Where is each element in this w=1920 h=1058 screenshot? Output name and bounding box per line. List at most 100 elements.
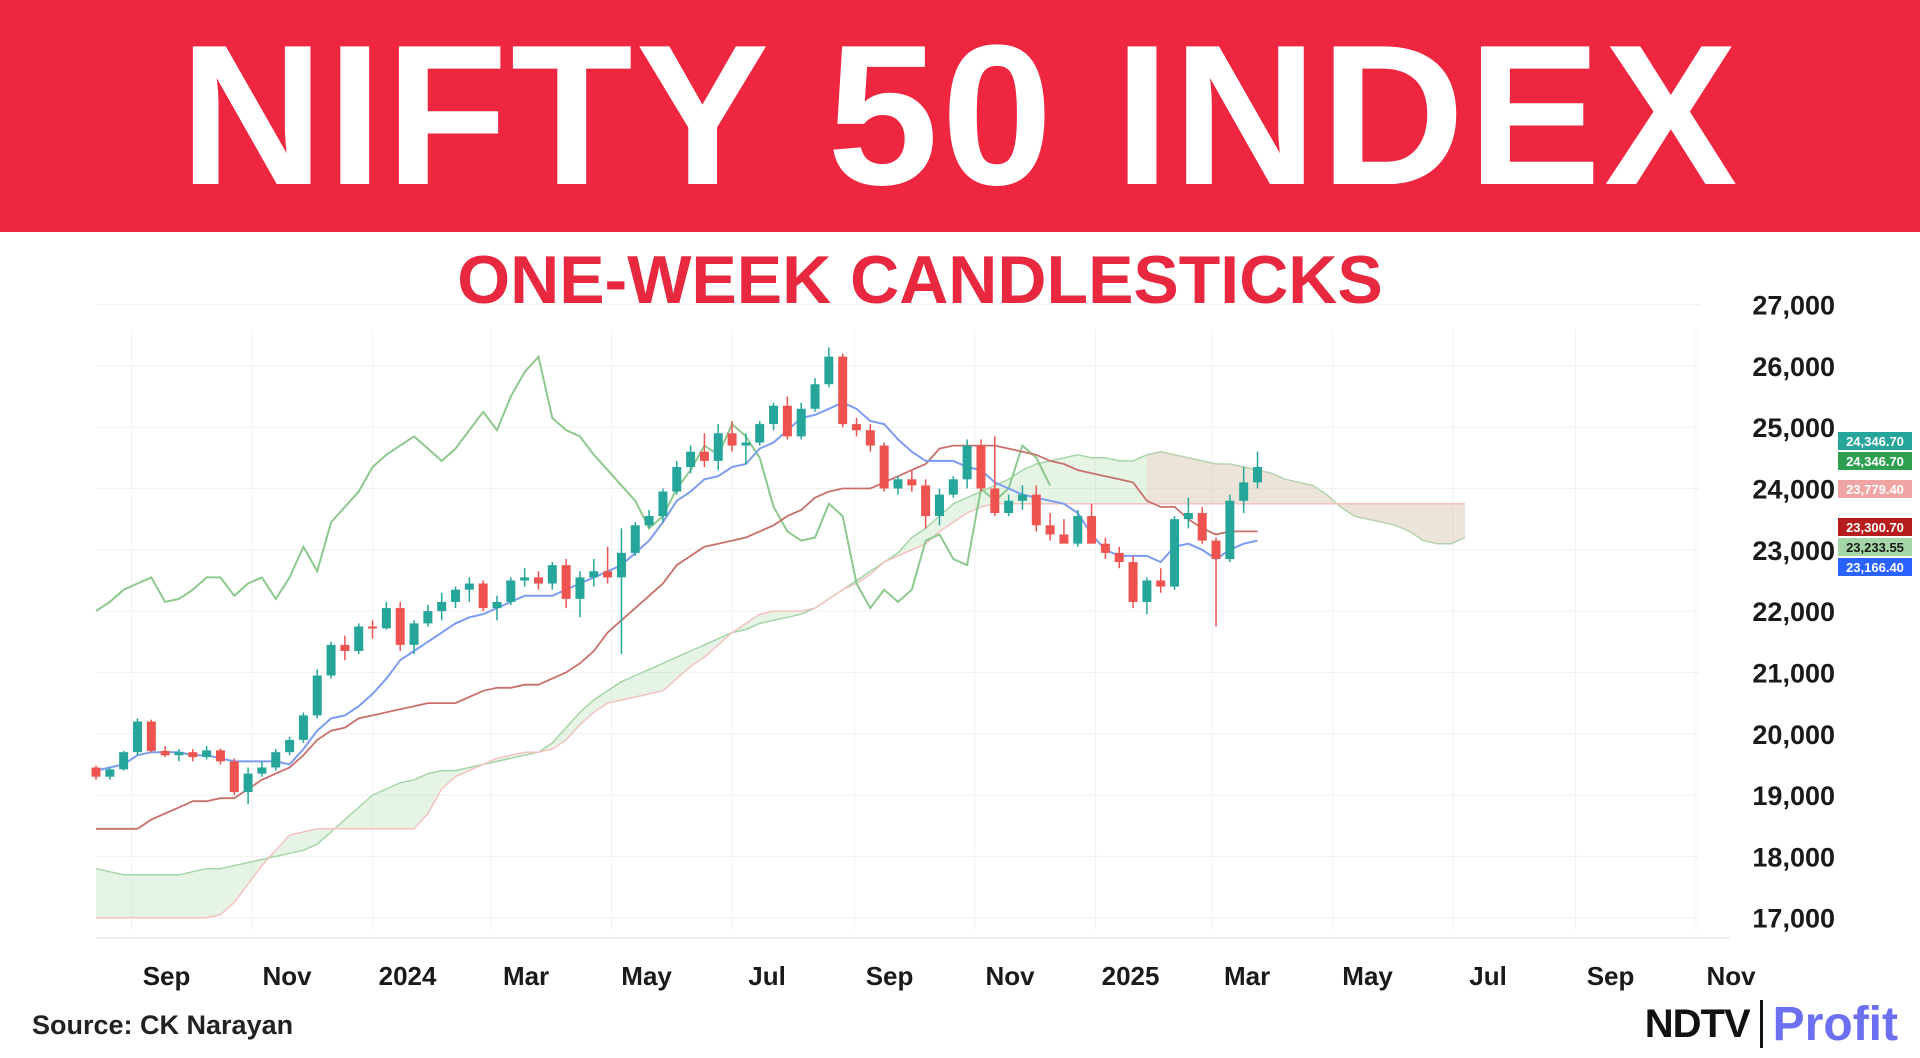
- candle-body: [630, 525, 640, 553]
- chart-subtitle: ONE-WEEK CANDLESTICKS: [457, 242, 1383, 318]
- candle-body: [257, 767, 267, 774]
- candle-body: [354, 626, 364, 651]
- candle: [243, 767, 253, 805]
- y-tick-label: 23,000: [1752, 536, 1835, 566]
- candle-body: [575, 577, 585, 599]
- candle: [1017, 485, 1027, 510]
- candle: [395, 601, 405, 651]
- candle: [1183, 497, 1193, 529]
- y-tick-label: 17,000: [1752, 904, 1835, 934]
- candle: [852, 417, 862, 437]
- price-tag-box: [1838, 538, 1912, 556]
- candle-body: [1197, 513, 1207, 541]
- x-tick-label: Jul: [748, 961, 786, 991]
- candle-body: [409, 623, 419, 645]
- candle: [229, 758, 239, 796]
- candle: [91, 765, 101, 780]
- candle-body: [1183, 513, 1193, 520]
- title-banner: [0, 0, 1920, 232]
- candle: [492, 595, 502, 621]
- candle-body: [105, 769, 115, 777]
- candle-body: [395, 608, 405, 645]
- candle: [464, 577, 474, 602]
- candle-body: [934, 494, 944, 517]
- candle-body: [699, 451, 709, 461]
- candle-body: [1170, 519, 1180, 587]
- candle: [368, 620, 378, 639]
- candle-body: [1253, 467, 1263, 483]
- candle: [824, 347, 834, 388]
- candle: [713, 424, 723, 471]
- candle: [1211, 537, 1221, 627]
- candle: [838, 353, 848, 428]
- candle-body: [796, 408, 806, 437]
- candle-body: [1211, 540, 1221, 560]
- candle-body: [976, 445, 986, 489]
- y-tick-label: 22,000: [1752, 597, 1835, 627]
- y-tick-label: 20,000: [1752, 720, 1835, 750]
- candle: [934, 488, 944, 526]
- candle-body: [962, 445, 972, 480]
- candle-body: [948, 479, 958, 495]
- price-tag-box: [1838, 558, 1912, 576]
- candle-body: [727, 433, 737, 446]
- candle-body: [616, 552, 626, 578]
- candle-body: [990, 488, 1000, 514]
- candle: [506, 577, 516, 605]
- candle: [796, 402, 806, 440]
- candle-body: [1225, 500, 1235, 560]
- candle: [451, 586, 461, 609]
- candle: [271, 749, 281, 771]
- candle: [1100, 537, 1110, 560]
- y-tick-label: 25,000: [1752, 413, 1835, 443]
- candle-body: [381, 608, 391, 629]
- candle-body: [215, 750, 225, 762]
- candle-body: [533, 577, 543, 584]
- x-tick-label: Mar: [1224, 961, 1270, 991]
- candle: [1114, 546, 1124, 569]
- candle-body: [1142, 580, 1152, 602]
- candle-body: [907, 479, 917, 486]
- candle: [312, 669, 322, 719]
- candle: [409, 620, 419, 655]
- candle: [741, 433, 751, 464]
- x-tick-label: Nov: [1706, 961, 1756, 991]
- price-tag-box: [1838, 518, 1912, 536]
- candle: [423, 605, 433, 627]
- candle: [547, 562, 557, 590]
- cloud-span-b: [96, 503, 1465, 919]
- candle: [893, 476, 903, 495]
- candle-body: [119, 752, 129, 770]
- candle-body: [561, 565, 571, 599]
- x-tick-label: Nov: [262, 961, 312, 991]
- candle: [561, 559, 571, 609]
- candle: [686, 445, 696, 474]
- x-tick-label: Sep: [1587, 961, 1635, 991]
- candle-body: [741, 442, 751, 446]
- price-tag-label: 23,233.55: [1846, 540, 1904, 555]
- candle: [174, 749, 184, 762]
- candle-body: [686, 451, 696, 468]
- candle: [810, 378, 820, 412]
- y-tick-label: 27,000: [1752, 291, 1835, 321]
- base-line: [96, 444, 1258, 830]
- candle: [1045, 513, 1055, 541]
- candle-body: [644, 516, 654, 526]
- candle-body: [174, 752, 184, 756]
- candle: [1239, 467, 1249, 514]
- candle: [879, 442, 889, 492]
- logo-profit-text: Profit: [1772, 997, 1898, 1051]
- price-tag-label: 24,346.70: [1846, 454, 1904, 469]
- conversion-line: [95, 401, 1258, 772]
- candle-body: [243, 773, 253, 793]
- candle-body: [769, 405, 779, 425]
- candle: [1225, 494, 1235, 563]
- candle: [727, 421, 737, 452]
- y-tick-label: 26,000: [1752, 352, 1835, 382]
- candle-body: [478, 583, 488, 609]
- candle: [160, 746, 170, 758]
- grid: [96, 304, 1730, 939]
- candle-body: [547, 565, 557, 584]
- price-tag-box: [1838, 452, 1912, 470]
- candle: [575, 571, 585, 618]
